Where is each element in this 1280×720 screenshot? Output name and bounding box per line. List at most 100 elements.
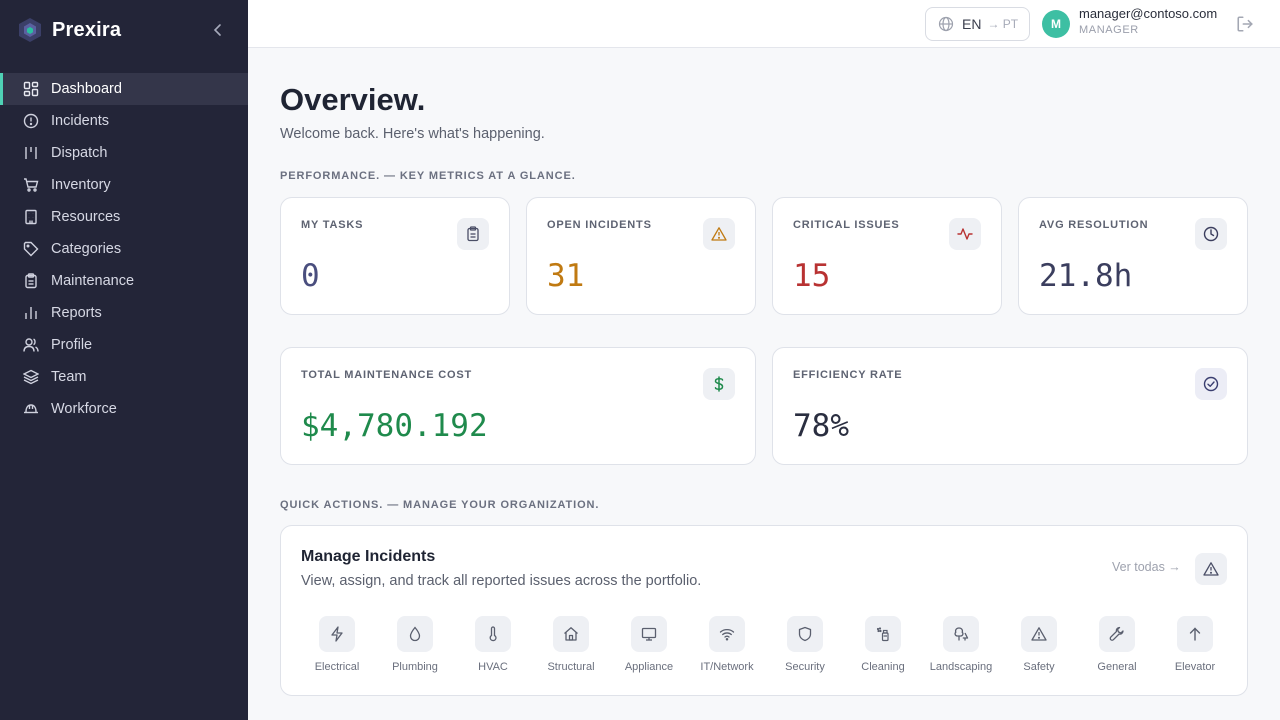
quick-action-description: View, assign, and track all reported iss… [301, 573, 702, 589]
check-circle-icon [1203, 376, 1219, 392]
sidebar-item-label: Inventory [51, 177, 111, 193]
sidebar-item-profile[interactable]: Profile [0, 329, 248, 361]
sidebar-nav: Dashboard Incidents Dispatch Inventory R… [0, 73, 248, 425]
sidebar: Prexira Dashboard Incidents Dispatch Inv… [0, 0, 248, 720]
collapse-sidebar-button[interactable] [208, 20, 228, 40]
category-security[interactable]: Security [766, 616, 844, 673]
performance-section-label: PERFORMANCE. — KEY METRICS AT A GLANCE. [280, 170, 576, 182]
current-language: EN [962, 16, 982, 32]
sidebar-item-label: Reports [51, 305, 102, 321]
metric-icon-box [703, 218, 735, 250]
sidebar-item-label: Dispatch [51, 145, 108, 161]
building-icon [25, 209, 37, 225]
category-elevator[interactable]: Elevator [1156, 616, 1234, 673]
metric-card-open-incidents[interactable]: OPEN INCIDENTS 31 [526, 197, 756, 315]
language-switcher[interactable]: EN → PT [925, 7, 1030, 41]
chevron-left-icon [213, 24, 221, 36]
category-icon-box [1021, 616, 1057, 652]
sidebar-item-label: Resources [51, 209, 121, 225]
hexagon-logo-icon [19, 18, 41, 42]
clipboard-icon [467, 226, 479, 242]
target-language: → PT [987, 17, 1019, 31]
bar-chart-icon [25, 307, 37, 319]
metric-value: $4,780.192 [301, 408, 488, 444]
category-it-network[interactable]: IT/Network [688, 616, 766, 673]
category-hvac[interactable]: HVAC [454, 616, 532, 673]
category-cleaning[interactable]: Cleaning [844, 616, 922, 673]
quick-action-title: Manage Incidents [301, 548, 436, 565]
view-all-link[interactable]: Ver todas → [1112, 560, 1181, 574]
metric-card-efficiency-rate[interactable]: EFFICIENCY RATE 78% [772, 347, 1248, 465]
cart-icon [24, 178, 39, 192]
category-icon-box [865, 616, 901, 652]
metric-icon-box [457, 218, 489, 250]
category-plumbing[interactable]: Plumbing [376, 616, 454, 673]
metric-icon-box [703, 368, 735, 400]
sidebar-item-incidents[interactable]: Incidents [0, 105, 248, 137]
sidebar-item-dispatch[interactable]: Dispatch [0, 137, 248, 169]
metric-label: MY TASKS [301, 219, 364, 231]
metric-label: CRITICAL ISSUES [793, 219, 900, 231]
alert-circle-icon [23, 113, 39, 129]
sidebar-item-team[interactable]: Team [0, 361, 248, 393]
metric-value: 78% [793, 408, 849, 444]
sidebar-item-label: Dashboard [51, 81, 122, 97]
category-general[interactable]: General [1078, 616, 1156, 673]
category-landscaping[interactable]: Landscaping [922, 616, 1000, 673]
metric-card-my-tasks[interactable]: MY TASKS 0 [280, 197, 510, 315]
wifi-icon [719, 628, 735, 641]
category-label: Appliance [624, 661, 674, 673]
sidebar-item-maintenance[interactable]: Maintenance [0, 265, 248, 297]
page-title: Overview. [280, 82, 426, 117]
metric-value: 31 [547, 258, 585, 294]
user-email: manager@contoso.com [1079, 6, 1218, 21]
sidebar-item-label: Incidents [51, 113, 110, 129]
category-structural[interactable]: Structural [532, 616, 610, 673]
category-label: General [1097, 661, 1137, 673]
metric-icon-box [1195, 218, 1227, 250]
logout-icon[interactable] [1236, 15, 1254, 33]
avatar[interactable]: M [1042, 10, 1070, 38]
category-safety[interactable]: Safety [1000, 616, 1078, 673]
users-icon [23, 338, 39, 352]
sidebar-item-label: Maintenance [51, 273, 135, 289]
category-icon-box [553, 616, 589, 652]
sidebar-item-categories[interactable]: Categories [0, 233, 248, 265]
dollar-icon [714, 376, 724, 392]
category-label: Security [785, 661, 825, 673]
category-icon-box [319, 616, 355, 652]
quick-action-icon-box [1195, 553, 1227, 585]
sidebar-item-reports[interactable]: Reports [0, 297, 248, 329]
category-icon-box [943, 616, 979, 652]
brand[interactable]: Prexira [18, 16, 121, 44]
globe-icon [938, 16, 954, 32]
trees-icon [954, 627, 969, 641]
dispatch-icon [25, 147, 37, 159]
sidebar-item-inventory[interactable]: Inventory [0, 169, 248, 201]
category-electrical[interactable]: Electrical [298, 616, 376, 673]
metric-label: TOTAL MAINTENANCE COST [301, 369, 472, 381]
category-appliance[interactable]: Appliance [610, 616, 688, 673]
droplet-icon [409, 626, 421, 642]
metric-card-avg-resolution[interactable]: AVG RESOLUTION 21.8h [1018, 197, 1248, 315]
home-icon [564, 627, 578, 641]
sidebar-item-label: Profile [51, 337, 93, 353]
sidebar-item-resources[interactable]: Resources [0, 201, 248, 233]
sidebar-item-workforce[interactable]: Workforce [0, 393, 248, 425]
category-icon-box [709, 616, 745, 652]
warning-icon [1031, 627, 1047, 641]
sidebar-item-dashboard[interactable]: Dashboard [0, 73, 248, 105]
metric-card-total-maintenance-cost[interactable]: TOTAL MAINTENANCE COST $4,780.192 [280, 347, 756, 465]
arrow-up-icon [1189, 627, 1201, 641]
lightning-icon [331, 626, 343, 642]
thermometer-icon [489, 626, 497, 642]
category-label: Cleaning [861, 661, 905, 673]
sidebar-item-label: Categories [51, 241, 122, 257]
activity-icon [957, 228, 973, 240]
metric-card-critical-issues[interactable]: CRITICAL ISSUES 15 [772, 197, 1002, 315]
page-subtitle: Welcome back. Here's what's happening. [280, 126, 545, 142]
category-shortcuts: Electrical Plumbing HVAC Structural Appl… [298, 616, 1233, 676]
spray-bottle-icon [876, 627, 889, 642]
grid-icon [23, 81, 39, 97]
hard-hat-icon [24, 404, 38, 414]
